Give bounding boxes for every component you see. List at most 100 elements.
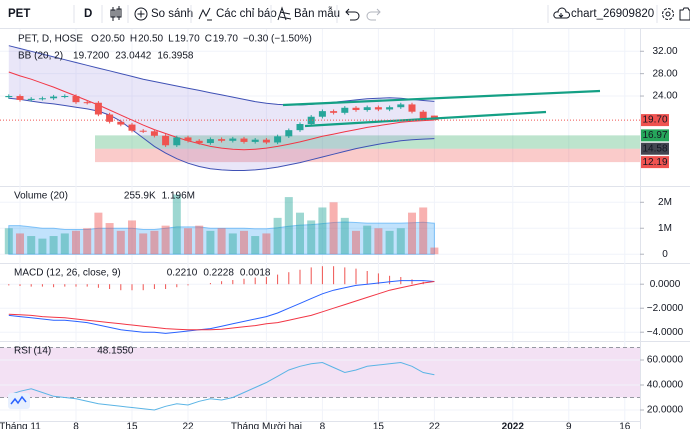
volume-bar — [27, 236, 36, 255]
volume-bar — [161, 225, 170, 255]
indicators-button[interactable]: Các chỉ báo — [216, 8, 277, 20]
price-label-box — [641, 129, 669, 142]
logo — [8, 393, 30, 409]
symbol[interactable]: PET — [8, 8, 30, 20]
interval[interactable]: D — [84, 8, 92, 20]
trend-lines — [282, 89, 601, 128]
y-tick-label: 20.0000 — [647, 405, 684, 416]
candle-body — [229, 138, 237, 141]
layout-name[interactable]: chart_26909820 — [571, 8, 654, 20]
indicator-value: 1.196M — [162, 191, 195, 202]
candle-body — [106, 114, 114, 122]
candle-body — [285, 130, 293, 137]
volume-bar — [94, 212, 103, 255]
x-tick-label: Tháng Mười hai — [231, 422, 302, 429]
ohlc-key: H — [130, 34, 137, 45]
candle-body — [173, 137, 181, 146]
pane-title: MACD (12, 26, close, 9) — [14, 268, 121, 279]
volume-bar — [318, 207, 327, 255]
price-label-box — [641, 114, 669, 127]
volume-bar — [105, 223, 114, 255]
y-tick-label: 40.0000 — [647, 380, 684, 391]
volume-ma-area — [8, 221, 435, 255]
volume-bar — [262, 233, 271, 255]
band-fill — [8, 45, 435, 171]
candle-body — [195, 140, 203, 144]
candle-body — [408, 104, 416, 112]
candle-body — [274, 136, 282, 143]
volume-bar — [340, 217, 349, 255]
y-tick-label: 28.00 — [652, 68, 677, 79]
risk-zone — [95, 148, 640, 163]
snapshot-button[interactable] — [679, 7, 690, 21]
candle-body — [61, 96, 69, 98]
candle-body — [318, 111, 326, 117]
volume-bar — [4, 228, 13, 255]
volume-bar — [60, 233, 69, 255]
signal-line — [8, 281, 435, 331]
x-tick-label: 15 — [126, 422, 138, 429]
rsi-line — [8, 361, 435, 411]
band-lower — [8, 97, 435, 171]
indicator-title: BB (20, 2) — [18, 51, 63, 62]
candle-body — [240, 138, 248, 142]
candle-body — [16, 96, 24, 100]
undo-button[interactable] — [345, 8, 360, 21]
volume-bar — [329, 202, 338, 255]
indicator-value: 48.1550 — [97, 346, 134, 357]
ohlc-value: 20.50 — [138, 34, 163, 45]
ohlc-value: 19.70 — [175, 34, 200, 45]
toolbar: PET D So sánh Các chỉ báo Bản mẫu chart_… — [0, 0, 690, 29]
candle-body — [5, 96, 13, 98]
volume-bar — [396, 228, 405, 255]
volume-bar — [172, 194, 181, 255]
candle-body — [139, 130, 147, 132]
trend-line[interactable] — [282, 89, 601, 107]
volume-bar — [38, 238, 47, 255]
templates-button[interactable]: Bản mẫu — [294, 7, 340, 20]
x-tick-label: 8 — [320, 422, 326, 429]
price-label: 12.19 — [642, 157, 667, 168]
settings-button[interactable] — [662, 8, 674, 20]
candle-body — [128, 124, 136, 131]
y-tick-label: −2.0000 — [647, 303, 684, 314]
candle-body — [397, 104, 405, 108]
y-tick-label: −4.0000 — [647, 327, 684, 338]
y-tick-label: 32.00 — [652, 46, 677, 57]
band-basis — [8, 71, 435, 151]
templates-icon[interactable] — [277, 6, 292, 21]
trend-line[interactable] — [304, 110, 547, 128]
volume-bar — [116, 230, 125, 255]
candle-body — [307, 116, 315, 125]
candle-body — [341, 107, 349, 113]
candle-body — [38, 98, 46, 100]
volume-bar — [385, 230, 394, 255]
price-label: 14.58 — [642, 143, 667, 154]
candle-body — [262, 139, 270, 143]
candle-body — [94, 102, 102, 115]
indicator-value: 0.0018 — [240, 268, 271, 279]
volume-bar — [296, 212, 304, 255]
indicator-value: 23.0442 — [115, 51, 152, 62]
ohlc-key: O — [91, 34, 99, 45]
compare-icon[interactable] — [134, 7, 148, 21]
redo-button[interactable] — [366, 8, 381, 21]
y-tick-label: 1M — [658, 223, 672, 234]
x-tick-label: 16 — [619, 422, 631, 429]
candle-type-button[interactable] — [110, 6, 122, 21]
price-label-box — [641, 142, 669, 155]
pane-title: Volume (20) — [14, 191, 68, 202]
price-label: 19.70 — [642, 115, 667, 126]
candle-body — [386, 107, 394, 110]
price-label-box — [641, 156, 669, 169]
volume-bar — [419, 207, 428, 255]
save-icon[interactable] — [553, 7, 571, 19]
compare-button[interactable]: So sánh — [151, 8, 193, 20]
y-tick-label: 60.0000 — [647, 355, 684, 366]
indicators-icon[interactable] — [198, 7, 212, 21]
rsi-band — [0, 347, 640, 398]
volume-bar — [363, 225, 372, 255]
volume-bar — [430, 247, 439, 255]
